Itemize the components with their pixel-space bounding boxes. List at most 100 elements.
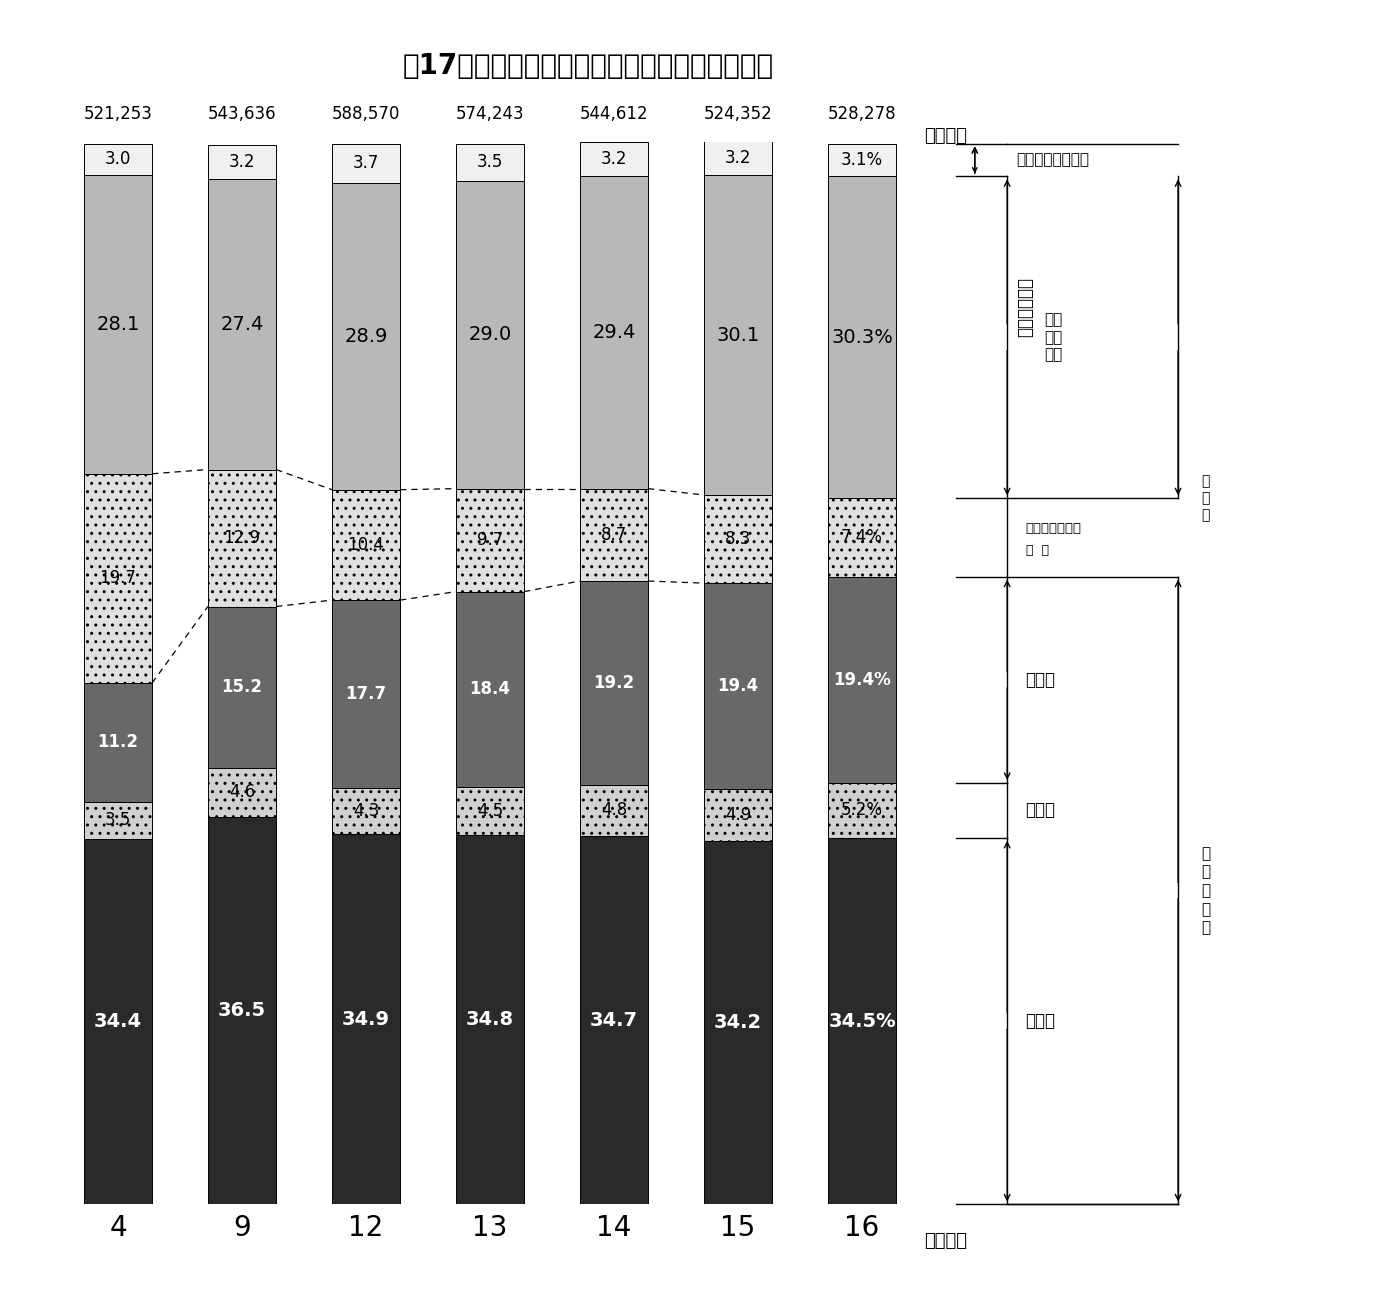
Text: その他の経費: その他の経費 — [1016, 277, 1035, 337]
Text: 7.4%: 7.4% — [841, 528, 883, 546]
Bar — [207, 179, 276, 470]
Text: （年度）: （年度） — [924, 1232, 967, 1250]
Bar — [332, 183, 400, 490]
Bar — [84, 839, 153, 1204]
Text: 3.2: 3.2 — [725, 149, 752, 167]
Bar — [704, 495, 771, 583]
Text: 4.9: 4.9 — [725, 807, 752, 824]
Bar — [580, 176, 648, 488]
Text: 11.2: 11.2 — [98, 733, 139, 751]
Text: 5.2%: 5.2% — [841, 802, 883, 820]
Bar — [580, 488, 648, 581]
Text: 528,278: 528,278 — [827, 105, 896, 123]
Text: 29.4: 29.4 — [592, 322, 636, 342]
Bar — [580, 581, 648, 785]
Bar — [84, 144, 153, 175]
Bar — [207, 470, 276, 606]
Text: （億円）: （億円） — [924, 127, 967, 145]
Text: 30.3%: 30.3% — [832, 328, 893, 347]
Bar — [207, 606, 276, 768]
Bar — [580, 835, 648, 1204]
Text: 29.0: 29.0 — [469, 325, 511, 344]
Text: 12.9: 12.9 — [224, 530, 260, 546]
Text: 3.5: 3.5 — [477, 153, 503, 171]
Text: 15.2: 15.2 — [221, 679, 263, 697]
Bar — [704, 789, 771, 842]
Bar — [827, 576, 896, 782]
Bar — [827, 782, 896, 838]
Text: 34.4: 34.4 — [94, 1013, 141, 1031]
Text: うち普通建設費: うち普通建設費 — [1026, 522, 1082, 535]
Text: 人件費: 人件費 — [1026, 1013, 1056, 1030]
Bar — [827, 176, 896, 499]
Text: 34.2: 34.2 — [714, 1013, 762, 1032]
Text: 27.4: 27.4 — [220, 315, 263, 334]
Bar — [332, 144, 400, 183]
Text: 3.7: 3.7 — [353, 154, 379, 172]
Text: 19.4: 19.4 — [717, 677, 759, 695]
Bar — [207, 768, 276, 817]
Text: 3.0: 3.0 — [105, 150, 132, 168]
Text: 8.7: 8.7 — [601, 526, 627, 544]
Text: 17.7: 17.7 — [346, 685, 386, 703]
Text: 36.5: 36.5 — [218, 1001, 266, 1020]
Text: 34.8: 34.8 — [466, 1010, 514, 1030]
Bar — [580, 785, 648, 835]
Text: 義
務
的
経
費: 義 務 的 経 費 — [1201, 846, 1211, 935]
Text: 19.7: 19.7 — [99, 570, 136, 588]
Bar — [332, 834, 400, 1204]
Text: 第17図　一般財源充当額の性質別構成比の推移: 第17図 一般財源充当額の性質別構成比の推移 — [402, 52, 774, 80]
Bar — [704, 842, 771, 1204]
Text: 経  費: 経 費 — [1026, 544, 1049, 557]
Bar — [332, 789, 400, 834]
Bar — [580, 142, 648, 176]
Bar — [456, 181, 524, 488]
Text: 投
資
的: 投 資 的 — [1201, 474, 1210, 522]
Bar — [84, 682, 153, 802]
Text: 28.9: 28.9 — [344, 326, 388, 346]
Text: 4.5: 4.5 — [477, 802, 503, 820]
Bar — [84, 474, 153, 682]
Text: 574,243: 574,243 — [455, 105, 525, 123]
Text: 18.4: 18.4 — [469, 680, 511, 698]
Text: 3.5: 3.5 — [105, 812, 132, 830]
Text: 19.4%: 19.4% — [833, 671, 890, 689]
Text: 34.9: 34.9 — [342, 1010, 391, 1028]
Text: 4.6: 4.6 — [228, 783, 255, 802]
Text: 9.7: 9.7 — [477, 531, 503, 549]
Text: 588,570: 588,570 — [332, 105, 400, 123]
Bar — [84, 175, 153, 474]
Bar — [84, 802, 153, 839]
Bar — [704, 175, 771, 495]
Bar — [827, 838, 896, 1204]
Text: 公債費: 公債費 — [1026, 671, 1056, 689]
Bar — [827, 144, 896, 176]
Bar — [456, 787, 524, 835]
Text: 30.1: 30.1 — [717, 325, 760, 344]
Bar — [332, 600, 400, 789]
Text: 34.5%: 34.5% — [829, 1011, 896, 1031]
Text: 543,636: 543,636 — [207, 105, 276, 123]
Text: 翌年度への繰越額: 翌年度への繰越額 — [1016, 153, 1089, 167]
Bar — [332, 490, 400, 600]
Text: 28.1: 28.1 — [97, 315, 140, 334]
Text: 3.1%: 3.1% — [841, 152, 883, 168]
Text: 8.3: 8.3 — [725, 530, 752, 548]
Bar — [704, 583, 771, 789]
Text: 3.2: 3.2 — [601, 150, 627, 168]
Text: 524,352: 524,352 — [704, 105, 773, 123]
Bar — [704, 141, 771, 175]
Text: 19.2: 19.2 — [594, 673, 634, 692]
Bar — [207, 145, 276, 179]
Bar — [456, 144, 524, 181]
Bar — [456, 835, 524, 1204]
Text: その
他の
経費: その 他の 経費 — [1044, 312, 1063, 363]
Bar — [207, 817, 276, 1204]
Text: 4.3: 4.3 — [353, 802, 379, 820]
Text: 34.7: 34.7 — [589, 1010, 638, 1030]
Bar — [456, 592, 524, 787]
Text: 3.2: 3.2 — [228, 153, 255, 171]
Bar — [827, 499, 896, 576]
Text: 扶助費: 扶助費 — [1026, 802, 1056, 820]
Text: 10.4: 10.4 — [347, 536, 385, 554]
